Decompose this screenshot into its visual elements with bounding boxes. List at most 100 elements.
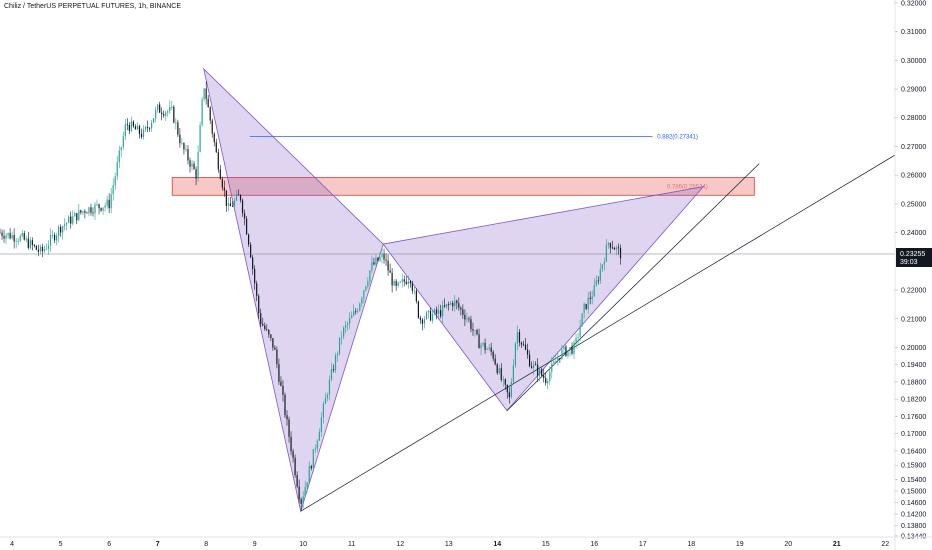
candle [110, 187, 112, 214]
time-tick-label: 15 [542, 541, 550, 548]
candle [284, 392, 286, 418]
candle [74, 211, 76, 217]
candle [144, 125, 147, 133]
candle [567, 349, 569, 359]
candle [258, 294, 260, 319]
candle [320, 412, 322, 437]
candle [334, 352, 337, 374]
candle [308, 461, 310, 483]
time-tick-label: 20 [784, 541, 792, 548]
trendline[interactable] [506, 163, 760, 411]
candle [617, 243, 620, 255]
candle [541, 367, 543, 378]
candle [458, 297, 460, 311]
candle [381, 248, 383, 264]
candle [468, 316, 470, 323]
candle [62, 225, 64, 240]
candle [480, 342, 482, 356]
candle [254, 265, 256, 290]
candle [223, 180, 225, 197]
pattern-triangle-xab[interactable] [203, 67, 384, 513]
candle [215, 138, 217, 153]
candle [500, 363, 502, 382]
candle [159, 101, 161, 113]
candle [440, 304, 442, 319]
time-tick-label: 5 [59, 541, 63, 548]
candle [148, 126, 151, 132]
candle [15, 238, 17, 249]
candle [243, 209, 246, 226]
trendline[interactable] [300, 154, 896, 512]
candle [524, 337, 527, 351]
candle [585, 303, 587, 311]
last-price-value: 0.23255 [900, 251, 925, 258]
candle [29, 236, 31, 250]
candle [526, 343, 529, 359]
pattern-triangle-bcd[interactable] [382, 186, 705, 412]
candle [338, 337, 341, 356]
candle [446, 303, 448, 309]
candle [363, 289, 365, 304]
candle [591, 290, 593, 305]
price-tick-label: 0.22000 [901, 288, 926, 295]
candle [573, 339, 575, 359]
time-tick-label: 13 [445, 541, 453, 548]
candle [409, 280, 411, 288]
candle [118, 145, 120, 169]
candle [0, 228, 1, 234]
candle [187, 145, 189, 165]
candle [581, 313, 583, 327]
price-tick-label: 0.30000 [901, 58, 926, 65]
candle [266, 324, 268, 332]
candle [219, 164, 221, 180]
candle [316, 438, 318, 453]
candle [478, 328, 480, 349]
candle [389, 263, 391, 273]
candle [80, 209, 82, 215]
candle [462, 304, 464, 319]
candle [264, 322, 266, 331]
candle [545, 372, 547, 386]
candle [98, 203, 100, 215]
candle [486, 347, 488, 351]
candle [425, 310, 428, 321]
candle [241, 198, 244, 217]
candle [181, 138, 183, 146]
harmonic-pattern-layer [203, 67, 705, 513]
price-tick-label: 0.15900 [901, 463, 926, 470]
candle [13, 228, 15, 249]
candle [124, 118, 126, 140]
time-tick-label: 22 [881, 541, 889, 548]
candle [539, 366, 541, 382]
candle [21, 229, 23, 238]
candle [298, 479, 300, 504]
candle [272, 338, 274, 351]
candle [60, 224, 62, 237]
candle [173, 105, 175, 124]
candle [43, 245, 46, 254]
candle [510, 377, 512, 399]
resistance-zone[interactable] [171, 177, 755, 196]
candle [340, 330, 343, 345]
candle [201, 96, 203, 127]
candle [288, 416, 290, 443]
chart-title: Chiliz / TetherUS PERPETUAL FUTURES, 1h,… [4, 3, 181, 10]
candle [613, 246, 616, 250]
candle [328, 375, 331, 401]
candle [484, 338, 486, 354]
candle [472, 322, 474, 336]
candle [365, 285, 367, 292]
candle [427, 310, 430, 319]
candle [619, 244, 622, 265]
candle [343, 326, 345, 340]
candle [157, 103, 159, 113]
candle [106, 195, 108, 209]
candle [326, 392, 329, 402]
time-tick-label: 4 [10, 541, 14, 548]
candle [104, 202, 106, 212]
candle [508, 387, 510, 404]
candle [587, 292, 589, 314]
time-axis[interactable]: 4 5 6 7 8 9 10 11 12 13 14 15 16 17 18 19 20 21 22 [0, 536, 932, 548]
price-axis[interactable]: 0.32000 0.31000 0.30000 0.29000 0.28000 0.270… [894, 0, 926, 550]
